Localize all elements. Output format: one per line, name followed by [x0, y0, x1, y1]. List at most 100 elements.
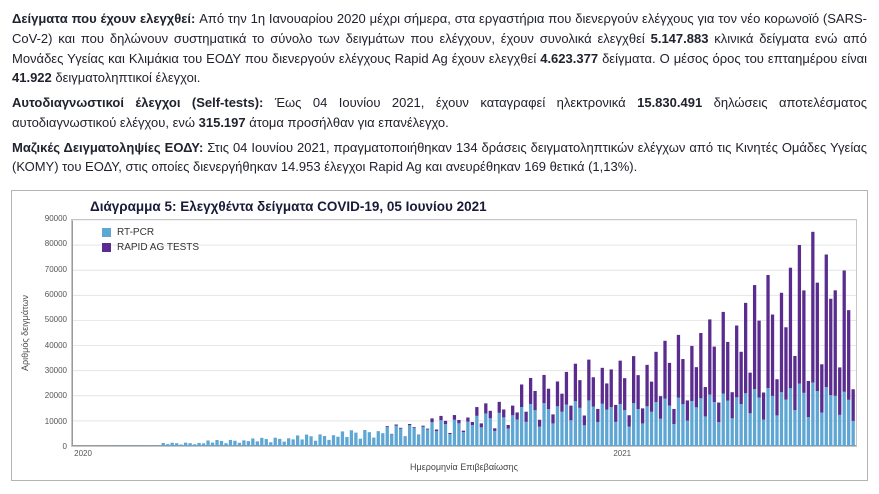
bar-rt-pcr — [264, 439, 268, 446]
bar-rt-pcr — [605, 409, 609, 446]
bar-rapid-ag-tests — [658, 396, 663, 419]
bar-rt-pcr — [403, 436, 407, 446]
bar-rapid-ag-tests — [703, 387, 707, 417]
bar-rt-pcr — [269, 442, 273, 446]
bar-rt-pcr — [797, 383, 802, 446]
bar-rt-pcr — [761, 419, 766, 446]
bar-rt-pcr — [627, 426, 631, 446]
bar-rt-pcr — [479, 427, 483, 446]
bar-rt-pcr — [340, 431, 345, 446]
bar-rapid-ag-tests — [663, 340, 667, 399]
bar-rt-pcr — [219, 440, 224, 446]
bar-rapid-ag-tests — [766, 274, 770, 388]
bar-rt-pcr — [407, 425, 412, 446]
bar-rt-pcr — [434, 431, 439, 446]
plot-area: RT-PCR RAPID AG TESTS — [71, 219, 857, 447]
x-tick-label: 2020 — [74, 449, 92, 458]
bar-rt-pcr — [461, 432, 466, 446]
bar-rt-pcr — [690, 401, 694, 446]
bar-rapid-ag-tests — [676, 334, 681, 398]
bar-rt-pcr — [470, 425, 475, 446]
bar-rapid-ag-tests — [632, 356, 636, 404]
bar-rt-pcr — [636, 409, 640, 446]
bar-rt-pcr — [735, 397, 739, 446]
bar-rt-pcr — [166, 444, 170, 446]
bar-rt-pcr — [591, 406, 595, 446]
bar-rapid-ag-tests — [712, 346, 716, 403]
bar-rt-pcr — [537, 426, 542, 446]
bar-rapid-ag-tests — [743, 302, 748, 394]
bar-rt-pcr — [515, 419, 519, 446]
bar-rt-pcr — [802, 392, 806, 446]
bar-rapid-ag-tests — [645, 364, 649, 407]
bar-rapid-ag-tests — [412, 427, 416, 429]
bar-rt-pcr — [233, 440, 237, 446]
y-axis-ticks: 0 10000 20000 30000 40000 50000 60000 70000 8000… — [34, 214, 71, 451]
bar-rapid-ag-tests — [524, 411, 528, 422]
bar-rt-pcr — [600, 403, 604, 446]
bar-rapid-ag-tests — [739, 351, 743, 405]
chart-legend: RT-PCR RAPID AG TESTS — [102, 227, 199, 253]
bar-rapid-ag-tests — [434, 429, 439, 432]
bar-rt-pcr — [766, 387, 770, 446]
bar-rt-pcr — [161, 442, 165, 446]
y-tick-label: 70000 — [44, 264, 67, 274]
bar-rt-pcr — [497, 412, 501, 446]
bar-rt-pcr — [139, 445, 143, 446]
emphasis-text: Μαζικές Δειγματοληψίες ΕΟΔΥ: — [12, 139, 208, 155]
legend-item-rtpcr: RT-PCR — [102, 227, 199, 238]
y-tick-label: 10000 — [44, 416, 67, 426]
bar-rt-pcr — [833, 395, 837, 446]
bar-rapid-ag-tests — [497, 401, 501, 413]
legend-label-rtpcr: RT-PCR — [117, 227, 155, 238]
bar-rt-pcr — [842, 391, 846, 446]
bar-rapid-ag-tests — [654, 351, 658, 403]
bar-rapid-ag-tests — [788, 267, 793, 389]
body-text: δηλώσεις αποτελέσματος αυτοδιαγνωστικού … — [12, 95, 867, 130]
bar-rt-pcr — [502, 417, 506, 446]
bar-rt-pcr — [649, 411, 654, 446]
body-text: δείγματα. Ο μέσος όρος του επταημέρου εί… — [598, 50, 867, 66]
bar-rt-pcr — [743, 393, 748, 446]
bar-rapid-ag-tests — [690, 345, 694, 402]
bar-rapid-ag-tests — [636, 375, 640, 410]
bar-rapid-ag-tests — [479, 423, 483, 428]
bar-rt-pcr — [528, 403, 533, 446]
bar-rt-pcr — [770, 395, 775, 446]
bar-rapid-ag-tests — [537, 419, 542, 427]
y-tick-label: 0 — [62, 442, 67, 451]
bar-rt-pcr — [125, 445, 130, 446]
bar-rt-pcr — [658, 418, 663, 446]
bar-rt-pcr — [439, 420, 443, 446]
bar-rapid-ag-tests — [502, 409, 506, 418]
bar-rt-pcr — [663, 398, 667, 446]
bar-rt-pcr — [573, 401, 578, 446]
bar-rapid-ag-tests — [627, 415, 631, 427]
bar-rapid-ag-tests — [591, 377, 595, 407]
y-axis-label: Αριθμός δειγμάτων — [20, 294, 30, 372]
chart-card: Διάγραμμα 5: Ελεγχθέντα δείγματα COVID-1… — [11, 190, 868, 481]
bar-rapid-ag-tests — [847, 310, 851, 400]
body-text: άτομα προσήλθαν για επανέλεγχο. — [245, 114, 449, 130]
bar-rapid-ag-tests — [806, 380, 811, 418]
bar-rapid-ag-tests — [802, 290, 806, 393]
bar-rt-pcr — [237, 442, 242, 446]
bar-rapid-ag-tests — [582, 415, 587, 426]
bar-rapid-ag-tests — [708, 319, 712, 395]
bar-rapid-ag-tests — [587, 359, 591, 401]
bar-rt-pcr — [721, 393, 725, 446]
emphasis-text: 41.922 — [12, 70, 52, 86]
x-axis-ticks: 2020 2021 — [71, 447, 857, 460]
bar-rapid-ag-tests — [457, 419, 461, 424]
paragraph-samples-tested: Δείγματα που έχουν ελεγχθεί: Από την 1η … — [12, 9, 867, 88]
bar-rt-pcr — [775, 415, 779, 446]
bar-rt-pcr — [730, 418, 734, 446]
bar-rt-pcr — [560, 411, 564, 446]
y-tick-label: 40000 — [44, 340, 67, 350]
bar-rapid-ag-tests — [793, 355, 797, 411]
bar-rapid-ag-tests — [815, 282, 819, 392]
bar-rapid-ag-tests — [506, 425, 510, 429]
bar-rt-pcr — [614, 421, 618, 446]
bar-rapid-ag-tests — [528, 377, 533, 404]
bar-rapid-ag-tests — [829, 298, 833, 396]
